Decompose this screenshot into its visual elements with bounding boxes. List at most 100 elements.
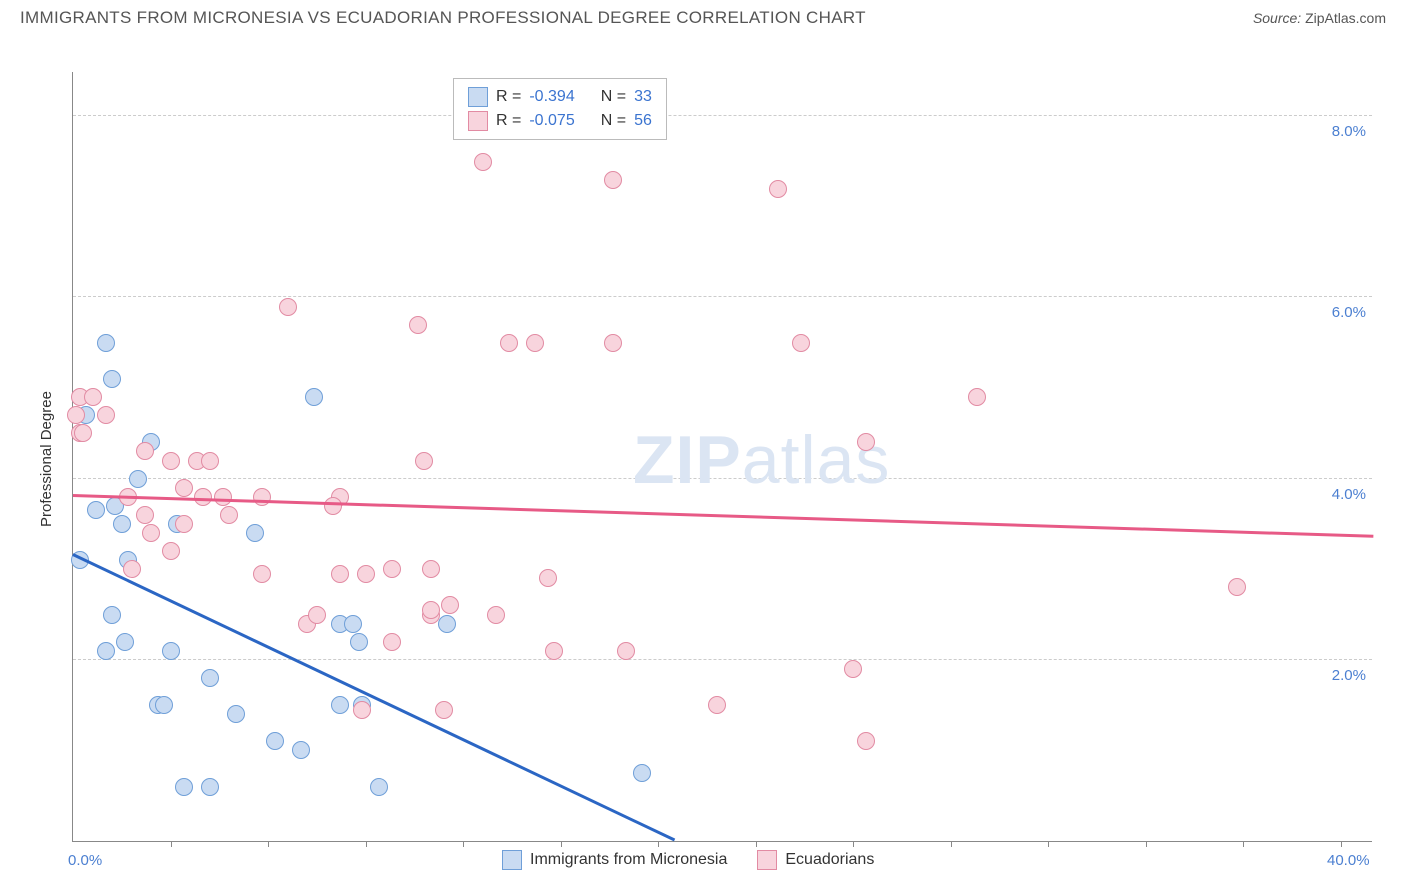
data-point-micronesia bbox=[129, 470, 147, 488]
data-point-ecuadorians bbox=[201, 452, 219, 470]
data-point-ecuadorians bbox=[474, 153, 492, 171]
data-point-ecuadorians bbox=[84, 388, 102, 406]
data-point-ecuadorians bbox=[136, 442, 154, 460]
data-point-micronesia bbox=[305, 388, 323, 406]
gridline bbox=[73, 296, 1372, 297]
x-tick-label-max: 40.0% bbox=[1327, 852, 1370, 869]
data-point-ecuadorians bbox=[353, 701, 371, 719]
series-legend: Immigrants from Micronesia Ecuadorians bbox=[502, 850, 874, 870]
data-point-ecuadorians bbox=[175, 479, 193, 497]
x-tick-label-min: 0.0% bbox=[68, 852, 102, 869]
data-point-ecuadorians bbox=[435, 701, 453, 719]
data-point-micronesia bbox=[633, 764, 651, 782]
data-point-ecuadorians bbox=[136, 506, 154, 524]
x-tick bbox=[853, 841, 854, 847]
legend-swatch bbox=[468, 111, 488, 131]
data-point-ecuadorians bbox=[708, 696, 726, 714]
watermark: ZIPatlas bbox=[633, 421, 890, 499]
stats-row-micronesia: R =-0.394N =33 bbox=[468, 85, 652, 109]
data-point-ecuadorians bbox=[422, 560, 440, 578]
data-point-ecuadorians bbox=[409, 316, 427, 334]
data-point-ecuadorians bbox=[175, 515, 193, 533]
x-tick bbox=[1341, 841, 1342, 847]
data-point-ecuadorians bbox=[357, 565, 375, 583]
chart-header: IMMIGRANTS FROM MICRONESIA VS ECUADORIAN… bbox=[0, 0, 1406, 32]
chart-title: IMMIGRANTS FROM MICRONESIA VS ECUADORIAN… bbox=[20, 8, 866, 28]
data-point-ecuadorians bbox=[968, 388, 986, 406]
data-point-ecuadorians bbox=[74, 424, 92, 442]
source-value: ZipAtlas.com bbox=[1305, 10, 1386, 26]
data-point-ecuadorians bbox=[331, 565, 349, 583]
data-point-micronesia bbox=[292, 741, 310, 759]
x-tick bbox=[1243, 841, 1244, 847]
x-tick bbox=[268, 841, 269, 847]
chart-area: 2.0%4.0%6.0%8.0%ZIPatlasR =-0.394N =33R … bbox=[20, 32, 1386, 892]
y-tick-label: 8.0% bbox=[1332, 123, 1366, 140]
legend-swatch bbox=[468, 87, 488, 107]
data-point-ecuadorians bbox=[604, 334, 622, 352]
data-point-ecuadorians bbox=[792, 334, 810, 352]
data-point-ecuadorians bbox=[857, 433, 875, 451]
y-tick-label: 2.0% bbox=[1332, 667, 1366, 684]
x-tick bbox=[171, 841, 172, 847]
legend-item-ecuadorians: Ecuadorians bbox=[757, 850, 874, 870]
r-label: R = bbox=[496, 88, 521, 106]
legend-label: Immigrants from Micronesia bbox=[530, 851, 727, 869]
data-point-ecuadorians bbox=[415, 452, 433, 470]
trend-line-ecuadorians bbox=[73, 494, 1373, 537]
data-point-micronesia bbox=[246, 524, 264, 542]
data-point-micronesia bbox=[438, 615, 456, 633]
data-point-ecuadorians bbox=[422, 601, 440, 619]
data-point-ecuadorians bbox=[123, 560, 141, 578]
data-point-micronesia bbox=[97, 334, 115, 352]
data-point-ecuadorians bbox=[194, 488, 212, 506]
data-point-ecuadorians bbox=[441, 596, 459, 614]
y-tick-label: 4.0% bbox=[1332, 486, 1366, 503]
data-point-micronesia bbox=[201, 778, 219, 796]
r-value: -0.394 bbox=[529, 88, 574, 106]
data-point-ecuadorians bbox=[279, 298, 297, 316]
data-point-micronesia bbox=[350, 633, 368, 651]
data-point-ecuadorians bbox=[220, 506, 238, 524]
data-point-micronesia bbox=[97, 642, 115, 660]
data-point-micronesia bbox=[113, 515, 131, 533]
y-axis-label: Professional Degree bbox=[38, 391, 55, 527]
legend-item-micronesia: Immigrants from Micronesia bbox=[502, 850, 727, 870]
data-point-ecuadorians bbox=[383, 560, 401, 578]
legend-swatch bbox=[502, 850, 522, 870]
data-point-ecuadorians bbox=[162, 542, 180, 560]
data-point-ecuadorians bbox=[539, 569, 557, 587]
data-point-micronesia bbox=[175, 778, 193, 796]
data-point-ecuadorians bbox=[253, 565, 271, 583]
data-point-ecuadorians bbox=[1228, 578, 1246, 596]
legend-label: Ecuadorians bbox=[785, 851, 874, 869]
data-point-ecuadorians bbox=[67, 406, 85, 424]
n-value: 33 bbox=[634, 88, 652, 106]
data-point-ecuadorians bbox=[214, 488, 232, 506]
x-tick bbox=[756, 841, 757, 847]
data-point-ecuadorians bbox=[769, 180, 787, 198]
data-point-micronesia bbox=[266, 732, 284, 750]
data-point-ecuadorians bbox=[253, 488, 271, 506]
x-tick bbox=[366, 841, 367, 847]
data-point-micronesia bbox=[103, 606, 121, 624]
data-point-ecuadorians bbox=[857, 732, 875, 750]
legend-swatch bbox=[757, 850, 777, 870]
data-point-micronesia bbox=[201, 669, 219, 687]
data-point-ecuadorians bbox=[617, 642, 635, 660]
source-label: Source: bbox=[1253, 10, 1301, 26]
n-value: 56 bbox=[634, 112, 652, 130]
data-point-micronesia bbox=[155, 696, 173, 714]
plot-area: 2.0%4.0%6.0%8.0%ZIPatlasR =-0.394N =33R … bbox=[72, 72, 1372, 842]
data-point-ecuadorians bbox=[162, 452, 180, 470]
data-point-ecuadorians bbox=[308, 606, 326, 624]
data-point-ecuadorians bbox=[526, 334, 544, 352]
data-point-micronesia bbox=[331, 696, 349, 714]
data-point-micronesia bbox=[116, 633, 134, 651]
x-tick bbox=[658, 841, 659, 847]
source-attribution: Source: ZipAtlas.com bbox=[1253, 10, 1386, 26]
stats-legend: R =-0.394N =33R =-0.075N =56 bbox=[453, 78, 667, 140]
gridline bbox=[73, 659, 1372, 660]
data-point-micronesia bbox=[103, 370, 121, 388]
x-tick bbox=[951, 841, 952, 847]
